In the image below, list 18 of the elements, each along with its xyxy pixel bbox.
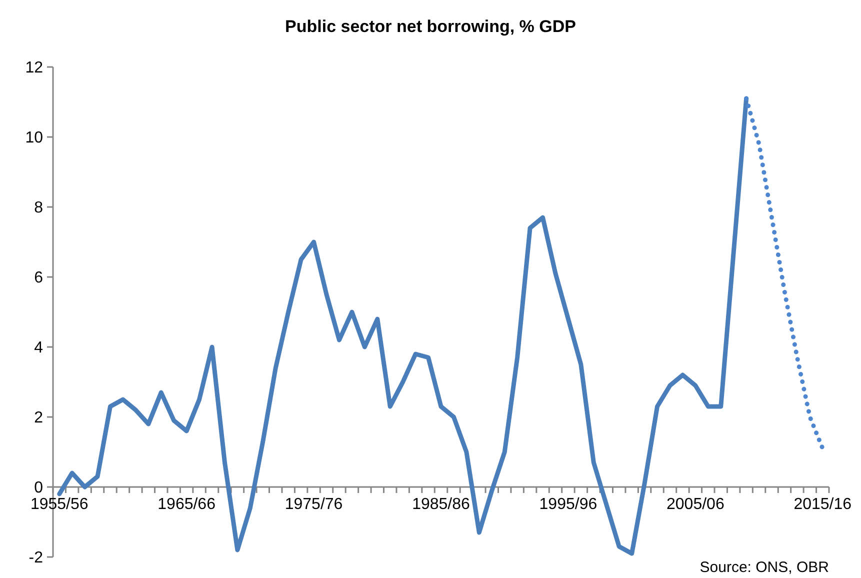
source-note: Source: ONS, OBR [700,559,830,576]
x-tick-label: 1965/66 [158,496,216,513]
x-tick-label: 1985/86 [412,496,470,513]
x-tick-label: 1995/96 [539,496,598,513]
y-tick-label: 6 [34,270,44,287]
y-tick-label: 0 [34,480,44,497]
y-tick-label: 10 [25,130,44,147]
chart-title: Public sector net borrowing, % GDP [285,17,576,36]
x-tick-label: 1975/76 [284,496,343,513]
y-tick-label: 8 [34,200,44,217]
x-tick-label: 2005/06 [666,496,724,513]
y-tick-label: 4 [34,340,44,357]
y-tick-label: -2 [28,550,44,567]
y-tick-label: 2 [34,410,44,427]
x-tick-label: 2015/16 [794,496,852,513]
y-tick-label: 12 [25,60,44,77]
line-series [744,96,825,451]
x-tick-label: 1955/56 [30,496,88,513]
